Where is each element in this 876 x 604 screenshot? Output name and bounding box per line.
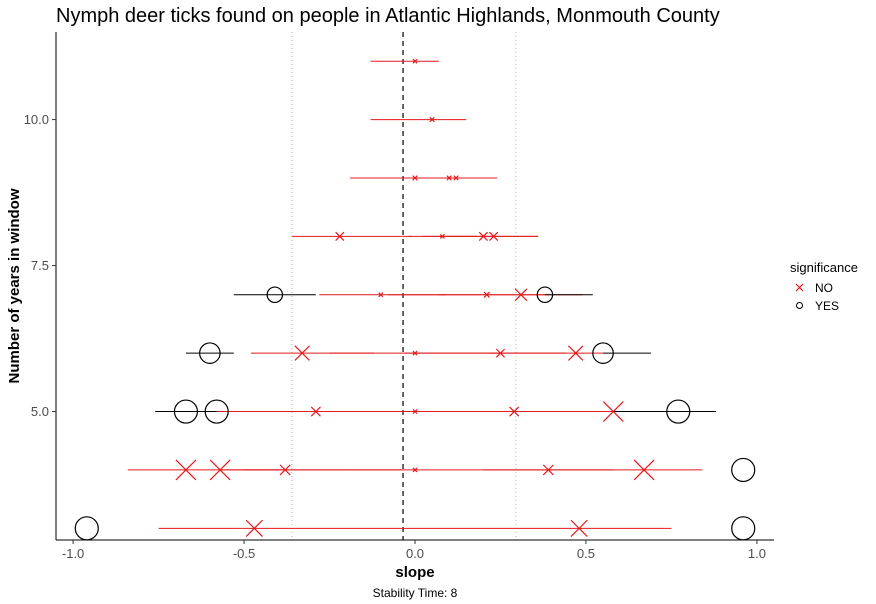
y-tick-label: 7.5 [31,258,49,273]
y-tick-label: 5.0 [31,404,49,419]
marker-not-significant [412,58,418,64]
marker-significant [536,286,554,304]
marker-x-stroke [483,291,491,298]
y-tick-label: 10.0 [24,112,49,127]
marker-significant [731,516,756,541]
marker-not-significant [412,467,418,473]
x-tick-label: 1.0 [748,546,766,561]
marker-x-stroke [489,231,499,241]
marker-x-stroke [412,350,418,356]
marker-x-stroke [633,459,655,481]
caption-stability-time: Stability Time: 8 [373,586,458,600]
marker-significant [731,457,756,483]
marker-significant [173,399,199,424]
marker-x-stroke [439,233,445,239]
marker-not-significant [453,175,459,181]
marker-not-significant [412,409,418,415]
legend-key-no-x-b [795,283,804,292]
marker-significant [592,342,614,364]
marker-not-significant [542,464,554,476]
marker-x-stroke [209,459,231,481]
plot-panel: -1.0 -0.5 0.0 0.5 1.0 5.0 7.5 10.0 [24,32,774,561]
markers [74,58,756,541]
x-tick-label: -1.0 [62,546,84,561]
marker-not-significant [570,519,588,537]
legend-title: significance [790,260,858,275]
marker-x-stroke [245,519,263,537]
error-bars [127,60,716,529]
marker-not-significant [378,292,384,298]
marker-significant [666,399,691,424]
marker-x-stroke [412,58,418,64]
marker-x-stroke [429,116,435,123]
marker-x-stroke [412,467,418,473]
marker-x-stroke [570,519,588,537]
marker-not-significant [483,291,491,298]
marker-not-significant [633,459,655,481]
legend-label-yes: YES [815,299,839,313]
marker-x-stroke [294,345,310,361]
marker-x-stroke [478,231,488,241]
marker-significant [204,399,229,424]
marker-not-significant [478,231,488,241]
marker-not-significant [602,401,624,422]
marker-not-significant [294,345,310,361]
marker-not-significant [279,464,291,476]
x-tick-label: 0.5 [577,546,595,561]
y-axis-title: Number of years in window [6,188,23,383]
y-ticks: 5.0 7.5 10.0 [24,112,56,419]
legend: significance NO YES [790,260,858,313]
marker-not-significant [429,116,435,123]
marker-x-stroke [542,464,554,476]
marker-not-significant [209,459,231,481]
marker-x-stroke [175,459,197,481]
marker-not-significant [412,175,418,181]
legend-key-yes [796,302,803,309]
marker-not-significant [509,406,520,417]
marker-not-significant [446,175,452,181]
marker-x-stroke [310,406,321,417]
marker-x-stroke [335,231,345,241]
marker-not-significant [567,345,584,361]
marker-not-significant [489,231,499,241]
marker-x-stroke [514,288,528,302]
x-ticks: -1.0 -0.5 0.0 0.5 1.0 [62,540,766,561]
x-tick-label: 0.0 [406,546,424,561]
marker-significant [74,516,99,541]
marker-x-stroke [412,175,418,181]
x-axis-title: slope [395,564,434,581]
legend-label-no: NO [815,281,833,295]
marker-significant [266,286,284,304]
chart-title: Nymph deer ticks found on people in Atla… [56,5,720,27]
marker-not-significant [310,406,321,417]
marker-not-significant [412,350,418,356]
marker-x-stroke [378,292,384,298]
marker-not-significant [495,348,506,358]
marker-not-significant [245,519,263,537]
marker-x-stroke [453,175,459,181]
marker-x-stroke [567,345,584,361]
marker-not-significant [514,288,528,302]
marker-x-stroke [446,175,452,181]
marker-x-stroke [279,464,291,476]
marker-not-significant [439,233,445,239]
marker-x-stroke [602,401,624,422]
marker-x-stroke [495,348,506,358]
marker-significant [199,342,221,364]
legend-key-no [795,283,804,292]
marker-not-significant [335,231,345,241]
marker-x-stroke [412,409,418,415]
x-tick-label: -0.5 [233,546,255,561]
marker-not-significant [175,459,197,481]
reference-lines [291,32,517,540]
marker-x-stroke [509,406,520,417]
